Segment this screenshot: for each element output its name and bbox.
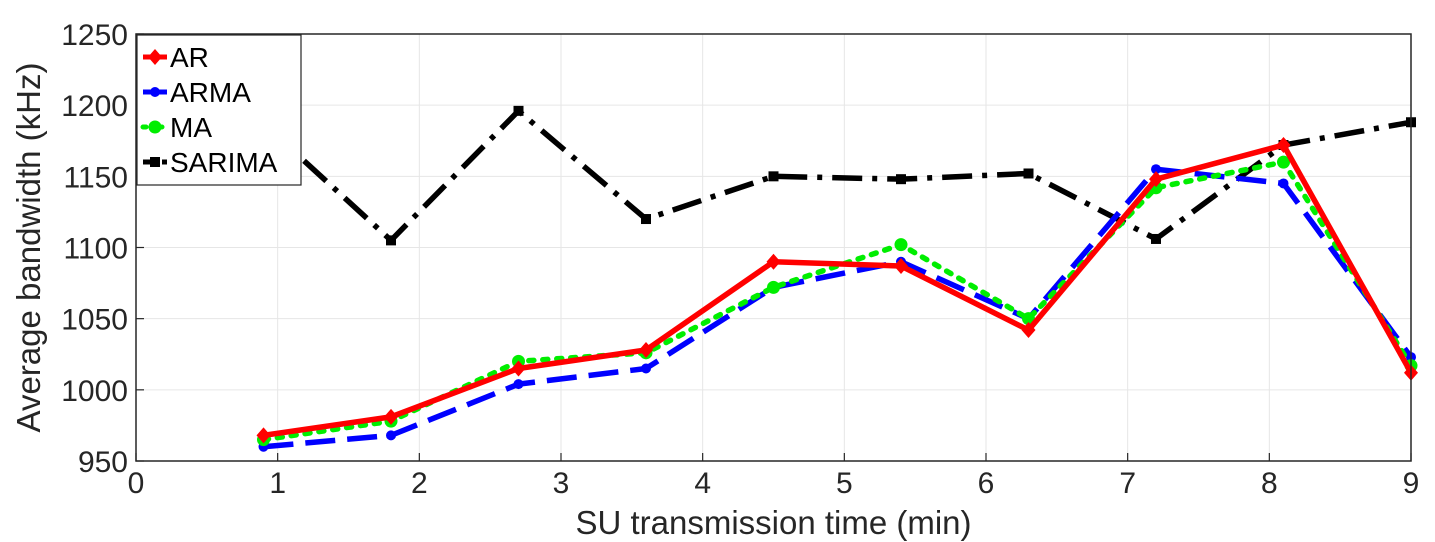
x-tick-label: 1 (269, 467, 286, 500)
y-tick-label: 1000 (61, 375, 128, 408)
data-point-ma (767, 280, 780, 294)
data-point-ar (1021, 322, 1036, 339)
data-point-ar (1149, 171, 1163, 188)
x-tick-label: 9 (1403, 467, 1420, 500)
legend-marker-ar (148, 49, 162, 65)
data-point-sarima (1151, 233, 1161, 244)
data-point-sarima (641, 214, 651, 225)
data-point-ma (1022, 312, 1035, 326)
data-point-sarima (1023, 168, 1034, 179)
x-tick-label: 3 (553, 467, 570, 500)
y-tick-label: 950 (78, 446, 128, 479)
series-arma (258, 164, 1416, 452)
axis-ticks: 0 1 2 3 4 5 6 7 8 9 950 1000 1050 1100 1150 1200 1250 (61, 19, 1419, 500)
legend: AR ARMA MA SARIMA (136, 34, 302, 186)
x-tick-label: 7 (1119, 467, 1136, 500)
data-point-ar (384, 408, 398, 425)
data-point-arma (641, 363, 651, 374)
x-tick-label: 8 (1261, 467, 1278, 500)
y-tick-label: 1050 (61, 304, 128, 337)
legend-item-ar: AR (143, 42, 209, 73)
data-point-sarima (513, 105, 524, 116)
legend-item-arma: ARMA (143, 77, 251, 108)
legend-marker-ma (148, 120, 162, 134)
data-point-sarima (768, 171, 779, 182)
legend-item-ma: MA (140, 112, 212, 143)
legend-item-sarima: SARIMA (143, 147, 278, 178)
series-line-ar (263, 142, 1414, 439)
data-point-arma (386, 430, 396, 441)
y-tick-label: 1100 (63, 233, 128, 266)
y-axis-label: Average bandwidth (kHz) (10, 63, 47, 433)
x-tick-label: 5 (836, 467, 853, 500)
data-point-sarima (896, 174, 906, 185)
x-tick-label: 2 (411, 467, 428, 500)
legend-label-ma: MA (170, 112, 212, 143)
legend-marker-sarima (150, 157, 160, 167)
data-point-ar (1276, 137, 1291, 154)
legend-label-ar: AR (170, 42, 209, 73)
series-line-sarima (261, 108, 1412, 244)
data-point-ar (511, 360, 526, 377)
series-sarima (258, 105, 1416, 246)
x-tick-label: 6 (978, 467, 995, 500)
x-axis-label: SU transmission time (min) (575, 504, 971, 541)
x-tick-label: 0 (128, 467, 145, 500)
y-tick-label: 1150 (63, 161, 128, 194)
legend-label-sarima: SARIMA (170, 147, 278, 178)
data-point-sarima (386, 235, 396, 246)
data-point-arma (1151, 164, 1161, 175)
series-ar (256, 137, 1418, 444)
data-point-ma (894, 238, 908, 252)
data-point-arma (1278, 178, 1289, 189)
data-point-ma (1277, 155, 1290, 169)
data-point-ar (766, 253, 781, 270)
data-point-ar (639, 341, 653, 358)
grid-lines (135, 33, 1412, 462)
legend-label-arma: ARMA (170, 77, 251, 108)
y-tick-label: 1250 (61, 19, 128, 52)
legend-marker-arma (150, 87, 160, 97)
x-tick-label: 4 (694, 467, 711, 500)
data-point-arma (513, 379, 524, 390)
y-tick-label: 1200 (61, 90, 128, 123)
series-line-arma (263, 166, 1414, 450)
data-point-ar (256, 427, 271, 444)
data-point-ar (894, 258, 908, 275)
series-layer (256, 105, 1418, 452)
